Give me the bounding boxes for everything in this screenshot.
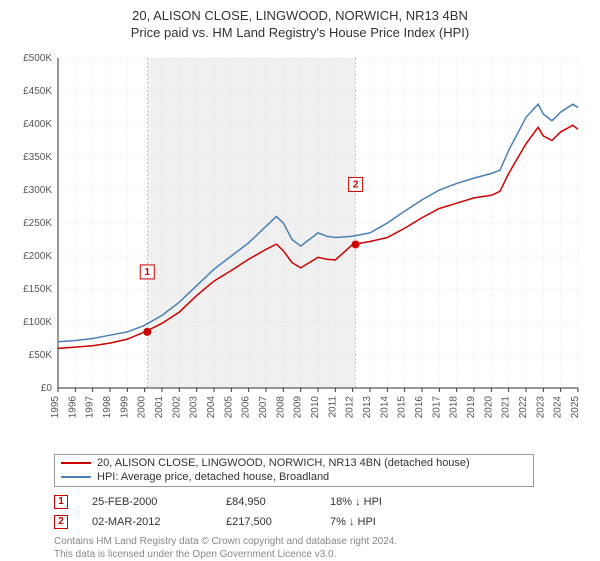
marker-table-row: 1 25-FEB-2000 £84,950 18% ↓ HPI (54, 495, 588, 509)
svg-text:2025: 2025 (570, 396, 581, 419)
svg-text:1995: 1995 (50, 396, 61, 419)
svg-text:2017: 2017 (431, 396, 442, 419)
svg-text:£200K: £200K (23, 251, 52, 262)
svg-text:2016: 2016 (414, 396, 425, 419)
svg-text:2015: 2015 (397, 396, 408, 419)
svg-text:£500K: £500K (23, 53, 52, 64)
svg-text:£300K: £300K (23, 185, 52, 196)
svg-text:2020: 2020 (483, 396, 494, 419)
svg-text:2008: 2008 (275, 396, 286, 419)
svg-text:£150K: £150K (23, 284, 52, 295)
svg-text:2000: 2000 (137, 396, 148, 419)
svg-text:2006: 2006 (241, 396, 252, 419)
marker-delta: 18% ↓ HPI (330, 496, 430, 508)
svg-text:2021: 2021 (501, 396, 512, 419)
legend-swatch (61, 476, 91, 478)
svg-text:2012: 2012 (345, 396, 356, 419)
marker-table: 1 25-FEB-2000 £84,950 18% ↓ HPI 2 02-MAR-2012… (54, 495, 588, 529)
svg-text:2007: 2007 (258, 396, 269, 419)
svg-text:£400K: £400K (23, 119, 52, 130)
svg-text:2024: 2024 (553, 396, 564, 419)
svg-text:£450K: £450K (23, 86, 52, 97)
svg-text:1998: 1998 (102, 396, 113, 419)
marker-id-box: 2 (54, 515, 68, 529)
legend-label: 20, ALISON CLOSE, LINGWOOD, NORWICH, NR1… (97, 456, 470, 470)
marker-price: £217,500 (226, 516, 306, 528)
svg-text:1997: 1997 (85, 396, 96, 419)
svg-text:2014: 2014 (379, 396, 390, 419)
legend-row: HPI: Average price, detached house, Broa… (61, 470, 527, 484)
footnote-line-1: Contains HM Land Registry data © Crown c… (54, 535, 554, 548)
marker-price: £84,950 (226, 496, 306, 508)
footnote: Contains HM Land Registry data © Crown c… (54, 535, 554, 561)
svg-text:2011: 2011 (327, 396, 338, 418)
svg-text:£250K: £250K (23, 218, 52, 229)
svg-text:£50K: £50K (29, 350, 53, 361)
svg-text:2022: 2022 (518, 396, 529, 419)
svg-text:2003: 2003 (189, 396, 200, 419)
svg-text:1: 1 (144, 267, 150, 278)
svg-text:2010: 2010 (310, 396, 321, 419)
svg-text:£100K: £100K (23, 317, 52, 328)
svg-text:£350K: £350K (23, 152, 52, 163)
chart-title-address: 20, ALISON CLOSE, LINGWOOD, NORWICH, NR1… (12, 8, 588, 23)
chart-title-subtitle: Price paid vs. HM Land Registry's House … (12, 25, 588, 40)
svg-text:2023: 2023 (535, 396, 546, 419)
marker-delta: 7% ↓ HPI (330, 516, 430, 528)
svg-text:2002: 2002 (171, 396, 182, 419)
svg-text:2009: 2009 (293, 396, 304, 419)
svg-text:2019: 2019 (466, 396, 477, 419)
marker-table-row: 2 02-MAR-2012 £217,500 7% ↓ HPI (54, 515, 588, 529)
chart-area: £0 £50K £100K £150K £200K £250K £300K £350K £400… (12, 48, 588, 448)
svg-text:£0: £0 (41, 383, 53, 394)
legend-row: 20, ALISON CLOSE, LINGWOOD, NORWICH, NR1… (61, 456, 527, 470)
svg-text:1999: 1999 (119, 396, 130, 419)
marker-date: 25-FEB-2000 (92, 496, 202, 508)
legend-swatch (61, 462, 91, 464)
svg-text:2005: 2005 (223, 396, 234, 419)
legend: 20, ALISON CLOSE, LINGWOOD, NORWICH, NR1… (54, 454, 534, 487)
svg-text:2001: 2001 (154, 396, 165, 419)
footnote-line-2: This data is licensed under the Open Gov… (54, 548, 554, 561)
legend-label: HPI: Average price, detached house, Broa… (97, 470, 329, 484)
marker-id-box: 1 (54, 495, 68, 509)
svg-text:2013: 2013 (362, 396, 373, 419)
svg-text:2004: 2004 (206, 396, 217, 419)
svg-text:2018: 2018 (449, 396, 460, 419)
marker-date: 02-MAR-2012 (92, 516, 202, 528)
svg-text:2: 2 (353, 179, 359, 190)
line-chart-svg: £0 £50K £100K £150K £200K £250K £300K £350K £400… (12, 48, 588, 448)
svg-text:1996: 1996 (67, 396, 78, 419)
